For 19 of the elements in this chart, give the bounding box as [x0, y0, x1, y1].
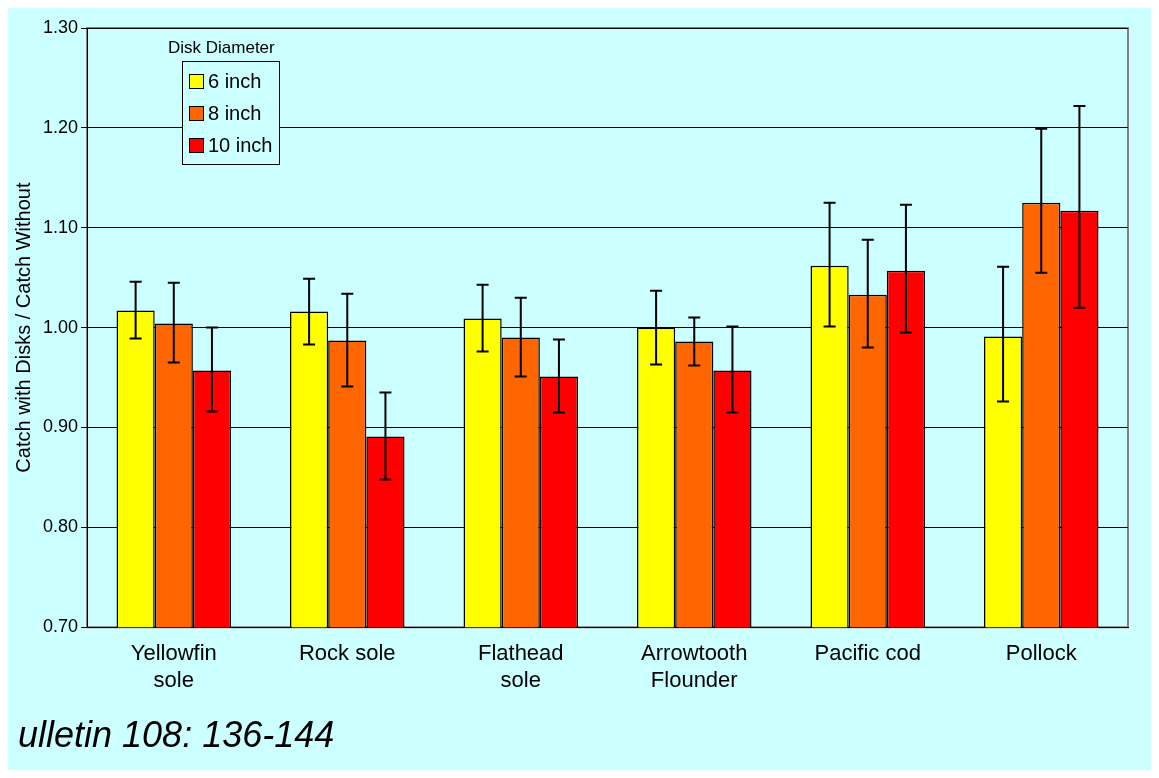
legend-label: 8 inch — [208, 101, 262, 126]
legend-label: 6 inch — [208, 69, 262, 94]
y-axis-title: Catch with Disks / Catch Without — [11, 182, 34, 473]
y-tick-label: 1.30 — [42, 16, 79, 37]
x-tick-label: Pacific cod — [814, 640, 921, 666]
x-tick-label: Rock sole — [298, 640, 396, 666]
x-tick-label: Pollock — [1005, 640, 1078, 666]
x-tick-label: Flathead sole — [477, 640, 564, 692]
x-tick-label: Arrowtooth Flounder — [641, 640, 748, 692]
legend-label: 10 inch — [208, 133, 273, 158]
text: ulletin 108: 136-144 — [18, 714, 335, 756]
x-tick-label: Yellowfin sole — [130, 640, 217, 692]
y-tick-label: 1.10 — [42, 216, 79, 237]
y-tick-label: 0.70 — [42, 616, 79, 637]
y-tick-label: 1.20 — [42, 116, 79, 137]
y-tick-label: 0.80 — [42, 516, 79, 537]
y-tick-label: 1.00 — [42, 316, 79, 337]
legend-title: Disk Diameter — [168, 38, 276, 58]
y-tick-label: 0.90 — [42, 416, 79, 437]
